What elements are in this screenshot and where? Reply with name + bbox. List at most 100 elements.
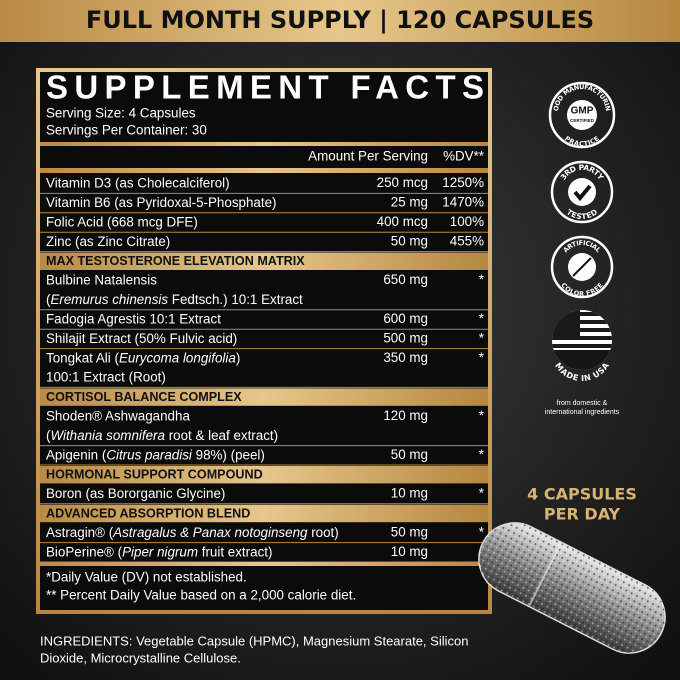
facts-title: SUPPLEMENT FACTS <box>46 69 484 106</box>
name-part-italic: Piper nigrum <box>122 544 198 559</box>
ingredient-name: BioPerine® (Piper nigrum fruit extract) <box>46 544 272 559</box>
daily-value: 455% <box>450 233 484 248</box>
no-icon <box>572 257 592 277</box>
name-part: Shoden® Ashwagandha <box>46 408 190 423</box>
amount: 120 mg <box>383 408 428 423</box>
name-part: root & leaf extract) <box>165 427 278 442</box>
amount: 250 mcg <box>377 175 428 190</box>
ingredient-name: Tongkat Ali (Eurycoma longifolia) <box>46 350 240 365</box>
name-part: Apigenin ( <box>46 447 107 462</box>
name-part: root) <box>307 524 338 539</box>
name-part: Vitamin B6 (as Pyridoxal-5-Phosphate) <box>46 195 276 210</box>
daily-value: 100% <box>450 214 484 229</box>
daily-value: * <box>479 408 484 423</box>
name-part: ( <box>46 292 51 307</box>
section-title: MAX TESTOSTERONE ELEVATION MATRIX <box>46 254 305 268</box>
amount: 350 mg <box>383 350 428 365</box>
name-part: Astragin® ( <box>46 524 114 539</box>
badge-ring <box>548 81 616 149</box>
ingredient-name: Shilajit Extract (50% Fulvic acid) <box>46 330 237 345</box>
capsules-per-day: 4 CAPSULES <box>527 485 637 504</box>
daily-value: * <box>479 486 484 501</box>
daily-value: * <box>479 272 484 287</box>
name-part: Fedtsch.) 10:1 Extract <box>168 292 303 307</box>
amount: 10 mg <box>391 486 428 501</box>
daily-value: 1470% <box>442 195 484 210</box>
ingredient-name: Boron (as Bororganic Glycine) <box>46 486 225 501</box>
name-part-italic: Eurycoma longifolia <box>119 350 236 365</box>
ingredient-name: Astragin® (Astragalus & Panax notoginsen… <box>46 524 339 539</box>
ingredients: Dioxide, Microcrystalline Cellulose. <box>40 650 241 665</box>
capsule-seam <box>528 542 563 607</box>
ingredient-name: (Eremurus chinensis Fedtsch.) 10:1 Extra… <box>46 292 303 307</box>
amount: 10 mg <box>391 544 428 559</box>
daily-value: * <box>479 524 484 539</box>
amount: 50 mg <box>391 447 428 462</box>
badge-text: TESTED <box>565 207 599 221</box>
badge-core <box>567 100 597 130</box>
daily-value: 1250% <box>442 175 484 190</box>
footnote: ** Percent Daily Value based on a 2,000 … <box>46 588 356 603</box>
banner <box>0 0 680 42</box>
badge-ring <box>550 160 614 224</box>
ingredient-name: Folic Acid (668 mcg DFE) <box>46 214 198 229</box>
serving-size: Serving Size: 4 Capsules <box>46 106 196 121</box>
section-bar <box>40 388 488 406</box>
name-part: 98%) (peel) <box>192 447 265 462</box>
ingredient-name: 100:1 Extract (Root) <box>46 369 166 384</box>
name-part: 100:1 Extract (Root) <box>46 369 166 384</box>
flag-stripes <box>552 312 612 356</box>
name-part-italic: Citrus paradisi <box>106 447 193 462</box>
section-title: HORMONAL SUPPORT COMPOUND <box>46 468 263 482</box>
badge-ring <box>550 235 614 299</box>
daily-value: * <box>479 311 484 326</box>
name-part: Vitamin D3 (as Cholecalciferol) <box>46 175 230 190</box>
section-bar <box>40 504 488 523</box>
name-part: Zinc (as Zinc Citrate) <box>46 233 170 248</box>
name-part: BioPerine® ( <box>46 544 123 559</box>
ingredient-name: Shoden® Ashwagandha <box>46 408 190 423</box>
flag-band <box>552 350 612 370</box>
ingredient-name: Vitamin B6 (as Pyridoxal-5-Phosphate) <box>46 195 276 210</box>
name-part-italic: Withania somnifera <box>50 427 165 442</box>
name-part: Fadogia Agrestis 10:1 Extract <box>46 311 221 326</box>
name-part: Tongkat Ali ( <box>46 350 119 365</box>
name-part: Shilajit Extract (50% Fulvic acid) <box>46 330 237 345</box>
amount: 25 mg <box>391 195 428 210</box>
amount: 50 mg <box>391 233 428 248</box>
ingredient-name: Fadogia Agrestis 10:1 Extract <box>46 311 221 326</box>
daily-value: * <box>479 330 484 345</box>
facts-rows: Vitamin D3 (as Cholecalciferol) 250 mcg 12… <box>40 175 488 566</box>
ingredient-name: Vitamin D3 (as Cholecalciferol) <box>46 175 230 190</box>
footnote: *Daily Value (DV) not established. <box>46 570 247 585</box>
name-part: Bulbine Natalensis <box>46 272 157 287</box>
amount: 400 mcg <box>377 214 428 229</box>
capsule-powder <box>478 522 666 654</box>
divider <box>40 142 488 146</box>
origin-note: from domestic & <box>557 400 608 407</box>
ingredient-name: Bulbine Natalensis <box>46 272 157 287</box>
ingredient-name: Zinc (as Zinc Citrate) <box>46 233 170 248</box>
name-part: Boron (as Bororganic Glycine) <box>46 486 225 501</box>
name-part: fruit extract) <box>198 544 272 559</box>
name-part: Folic Acid (668 mcg DFE) <box>46 214 198 229</box>
check-icon <box>573 184 592 202</box>
amount: 600 mg <box>383 311 428 326</box>
name-part: ) <box>236 350 240 365</box>
amount: 500 mg <box>383 330 428 345</box>
ingredient-name: (Withania somnifera root & leaf extract) <box>46 427 278 442</box>
divider <box>40 562 488 566</box>
column-header: %DV** <box>443 149 484 164</box>
capsules-per-day: PER DAY <box>544 505 621 524</box>
badge-text: GMP <box>571 106 594 117</box>
banner-text: FULL MONTH SUPPLY | 120 CAPSULES <box>86 6 594 34</box>
badge-text: TESTED <box>565 207 599 221</box>
section-bar <box>40 252 488 270</box>
daily-value: * <box>479 447 484 462</box>
daily-value: * <box>479 350 484 365</box>
amount: 50 mg <box>391 524 428 539</box>
column-header: Amount Per Serving <box>308 149 428 164</box>
origin-note: international ingredients <box>545 409 620 416</box>
name-part-italic: Astragalus & Panax notoginseng <box>112 524 308 539</box>
